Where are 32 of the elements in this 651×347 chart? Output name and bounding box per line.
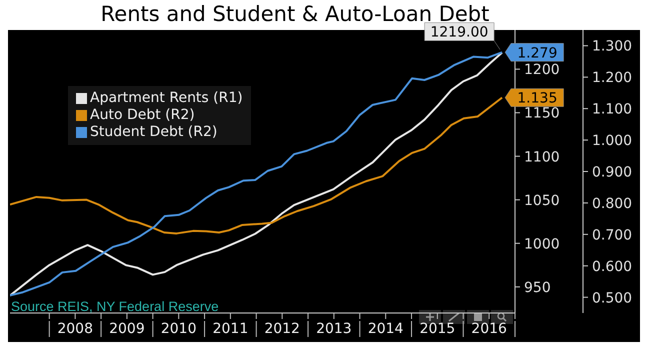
y2-tick-label: 0.800 — [592, 196, 632, 212]
y2-tick-label: 1.200 — [592, 70, 632, 86]
x-tick-label: 2016 — [471, 321, 508, 337]
legend-label: Apartment Rents (R1) — [90, 90, 243, 107]
legend-label: Student Debt (R2) — [90, 124, 218, 141]
y2-tick-label: 1.300 — [592, 38, 632, 55]
x-tick-label: 2009 — [109, 321, 145, 337]
y2-tick-label: 1.100 — [592, 102, 632, 118]
x-tick-label: 2012 — [264, 321, 300, 337]
y2-tick-label: 1.000 — [592, 133, 632, 150]
y-tick-label: 1000 — [524, 236, 560, 252]
y-tick-label: 1050 — [524, 192, 560, 209]
y2-tick-label: 0.500 — [592, 290, 632, 306]
legend-label: Auto Debt (R2) — [90, 107, 195, 124]
x-tick-label: 2010 — [160, 321, 196, 337]
chart-title: Rents and Student & Auto-Loan Debt — [100, 1, 490, 26]
x-tick-label: 2015 — [420, 321, 456, 337]
data-label: 1219.00 — [430, 24, 488, 41]
x-tick-label: 2014 — [368, 321, 404, 337]
x-tick-label: 2011 — [212, 321, 248, 337]
x-tick-label: 2008 — [57, 321, 94, 337]
data-label: 1.135 — [517, 90, 558, 107]
y-tick-label: 950 — [524, 280, 551, 296]
y-tick-label: 1200 — [524, 62, 560, 78]
y2-tick-label: 0.600 — [592, 258, 632, 275]
y-tick-label: 1150 — [524, 106, 560, 122]
annotation: Source REIS, NY Federal Reserve — [11, 299, 219, 314]
x-tick-label: 2013 — [316, 321, 352, 337]
data-label: 1.279 — [517, 45, 558, 62]
y2-tick-label: 0.900 — [592, 164, 632, 180]
y2-tick-label: 0.700 — [592, 227, 632, 244]
y-tick-label: 1100 — [524, 149, 560, 166]
